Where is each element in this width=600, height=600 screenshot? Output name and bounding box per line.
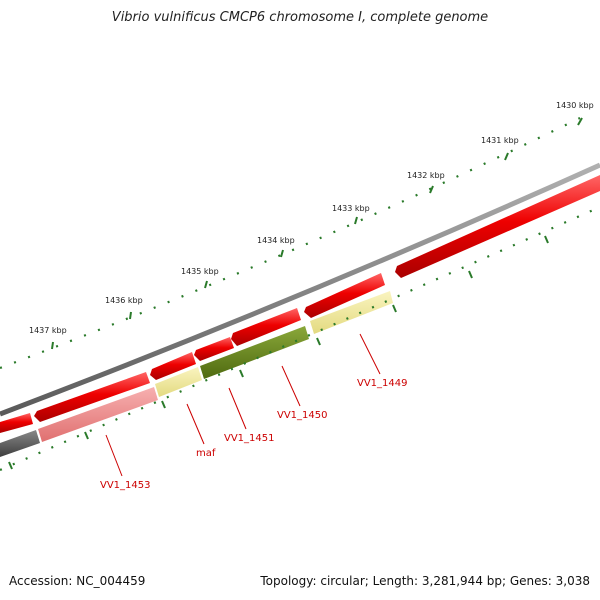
ruler-labels: 1430 kbp 1431 kbp 1432 kbp 1433 kbp 1434… — [29, 101, 594, 335]
gene-labels: VV1_1449 VV1_1450 VV1_1451 maf VV1_1453 — [100, 378, 408, 491]
major-tick — [354, 216, 358, 225]
label-leaders — [105, 333, 381, 477]
ruler-label: 1432 kbp — [407, 171, 445, 180]
reverse-gene-block — [0, 430, 40, 457]
forward-gene-arrow — [395, 175, 600, 278]
reverse-gene-block — [200, 326, 309, 379]
leader-line — [281, 365, 301, 407]
major-tick — [129, 311, 132, 320]
leader-line — [228, 387, 247, 430]
major-tick — [204, 280, 208, 289]
major-tick — [161, 400, 166, 409]
chromosome-backbone — [0, 162, 600, 417]
leader-line — [105, 434, 123, 477]
gene-label[interactable]: VV1_1449 — [357, 378, 408, 389]
map-title: Vibrio vulnificus CMCP6 chromosome I, co… — [111, 10, 489, 25]
major-tick — [429, 185, 434, 194]
major-tick — [468, 270, 473, 279]
major-tick — [8, 461, 13, 470]
forward-gene-arrow — [0, 413, 33, 433]
gene-label[interactable]: VV1_1453 — [100, 480, 151, 491]
outer-ruler-dots — [0, 117, 581, 370]
inner-ruler — [0, 205, 600, 472]
forward-gene-arrow — [150, 352, 196, 380]
reverse-gene-block — [155, 367, 202, 397]
reverse-gene-block — [38, 387, 158, 442]
forward-gene-arrow — [231, 308, 301, 346]
leader-line — [359, 333, 381, 375]
reverse-strand-track — [0, 291, 393, 457]
major-tick — [392, 304, 397, 313]
major-tick — [51, 341, 54, 350]
ruler-label: 1434 kbp — [257, 236, 295, 245]
major-tick — [316, 337, 321, 346]
major-tick — [544, 235, 549, 244]
ruler-label: 1436 kbp — [105, 296, 143, 305]
gene-label[interactable]: maf — [196, 448, 216, 459]
ruler-label: 1431 kbp — [481, 136, 519, 145]
major-tick — [504, 152, 509, 161]
leader-line — [186, 403, 205, 445]
ruler-label: 1437 kbp — [29, 326, 67, 335]
accession-text: Accession: NC_004459 — [9, 574, 146, 588]
major-tick — [239, 369, 244, 378]
forward-gene-arrow — [34, 372, 150, 422]
ruler-label: 1435 kbp — [181, 267, 219, 276]
gene-label[interactable]: VV1_1451 — [224, 433, 275, 444]
forward-gene-arrow — [304, 273, 385, 318]
forward-strand-track — [0, 175, 600, 433]
genome-summary-text: Topology: circular; Length: 3,281,944 bp… — [260, 574, 590, 588]
outer-ruler — [0, 117, 583, 370]
forward-gene-arrow — [194, 337, 234, 361]
major-tick — [84, 431, 89, 440]
major-tick — [280, 249, 284, 258]
reverse-gene-block — [310, 291, 393, 334]
major-tick — [577, 117, 583, 126]
gene-label[interactable]: VV1_1450 — [277, 410, 328, 421]
ruler-label: 1430 kbp — [556, 101, 594, 110]
ruler-label: 1433 kbp — [332, 204, 370, 213]
